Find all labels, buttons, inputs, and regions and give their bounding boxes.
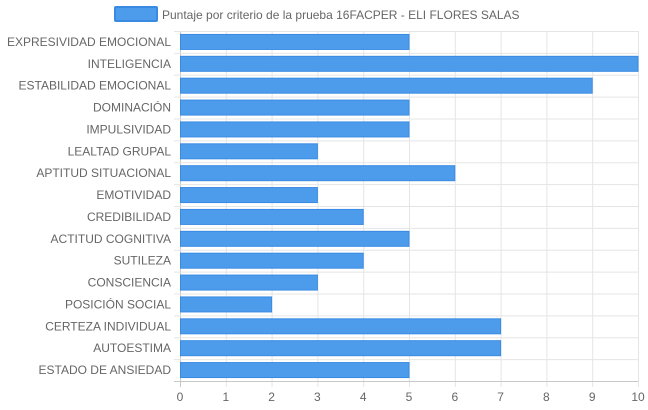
category-label: IMPULSIVIDAD: [86, 122, 171, 136]
x-tick-label: 5: [406, 390, 413, 404]
bar[interactable]: [180, 318, 502, 335]
category-label: EXPRESIVIDAD EMOCIONAL: [7, 35, 171, 49]
bar[interactable]: [180, 187, 318, 204]
bar[interactable]: [180, 296, 273, 313]
x-tick-label: 8: [543, 390, 550, 404]
category-label: EMOTIVIDAD: [96, 188, 171, 202]
bar[interactable]: [180, 208, 364, 225]
x-tick-label: 4: [360, 390, 367, 404]
category-label: CERTEZA INDIVIDUAL: [45, 319, 171, 333]
category-label: ESTABILIDAD EMOCIONAL: [19, 79, 172, 93]
bar[interactable]: [180, 274, 318, 291]
legend-swatch[interactable]: [114, 6, 158, 22]
category-label: AUTOESTIMA: [93, 341, 171, 355]
legend-label[interactable]: Puntaje por criterio de la prueba 16FACP…: [162, 8, 520, 22]
category-label: DOMINACIÓN: [93, 100, 171, 115]
legend[interactable]: Puntaje por criterio de la prueba 16FACP…: [114, 6, 520, 22]
bar[interactable]: [180, 230, 410, 247]
bar[interactable]: [180, 77, 593, 94]
x-tick-label: 9: [589, 390, 596, 404]
x-axis-tick-labels: 0 1 2 3 4 5 6 7 8 9 10: [177, 390, 645, 404]
bar[interactable]: [180, 340, 502, 357]
x-tick-label: 1: [222, 390, 229, 404]
bar[interactable]: [180, 362, 410, 379]
bar[interactable]: [180, 55, 639, 72]
category-label: INTELIGENCIA: [88, 57, 171, 71]
category-label: CREDIBILIDAD: [87, 210, 171, 224]
bar[interactable]: [180, 165, 456, 182]
category-label: CONSCIENCIA: [88, 276, 171, 290]
bar[interactable]: [180, 143, 318, 160]
category-label: SUTILEZA: [114, 254, 171, 268]
x-tick-label: 0: [177, 390, 184, 404]
category-label: LEALTAD GRUPAL: [68, 144, 172, 158]
bar[interactable]: [180, 252, 364, 269]
bar[interactable]: [180, 33, 410, 50]
category-labels: EXPRESIVIDAD EMOCIONAL INTELIGENCIA ESTABI…: [7, 35, 171, 377]
category-label: POSICIÓN SOCIAL: [65, 296, 171, 311]
bars: [180, 33, 639, 379]
x-tick-label: 10: [631, 390, 645, 404]
x-tick-label: 2: [268, 390, 275, 404]
bar[interactable]: [180, 121, 410, 138]
x-tick-label: 3: [314, 390, 321, 404]
x-tick-label: 6: [451, 390, 458, 404]
x-tick-label: 7: [497, 390, 504, 404]
category-label: ACTITUD COGNITIVA: [51, 232, 171, 246]
category-label: ESTADO DE ANSIEDAD: [39, 363, 172, 377]
bar[interactable]: [180, 99, 410, 116]
category-label: APTITUD SITUACIONAL: [36, 166, 171, 180]
